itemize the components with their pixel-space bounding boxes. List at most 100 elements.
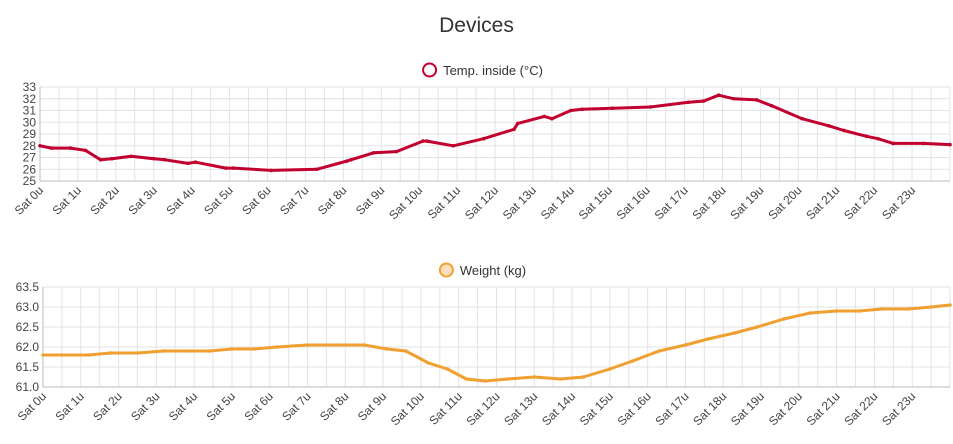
y-tick-label: 27 (23, 151, 37, 165)
data-point[interactable] (314, 167, 319, 172)
data-point[interactable] (481, 136, 486, 141)
x-tick-label: Sat 5u (204, 389, 238, 423)
y-tick-label: 61.5 (16, 360, 40, 374)
data-point[interactable] (755, 325, 760, 329)
data-point[interactable] (345, 159, 349, 163)
data-point[interactable] (716, 93, 721, 98)
data-point[interactable] (842, 128, 846, 133)
data-point[interactable] (445, 367, 450, 371)
data-point[interactable] (207, 349, 212, 353)
data-point[interactable] (305, 343, 310, 347)
data-point[interactable] (49, 146, 54, 150)
data-point[interactable] (515, 121, 520, 126)
data-point[interactable] (424, 139, 429, 143)
data-point[interactable] (193, 160, 198, 164)
data-point[interactable] (60, 353, 64, 357)
data-point[interactable] (808, 311, 812, 315)
data-point[interactable] (948, 303, 952, 307)
data-point[interactable] (223, 166, 228, 170)
data-point[interactable] (781, 317, 786, 321)
data-point[interactable] (610, 106, 615, 110)
data-point[interactable] (464, 377, 469, 381)
data-point[interactable] (335, 343, 340, 347)
data-point[interactable] (686, 100, 691, 105)
data-point[interactable] (110, 156, 114, 161)
data-point[interactable] (151, 156, 156, 161)
data-point[interactable] (275, 345, 280, 349)
y-tick-label: 30 (23, 115, 37, 129)
data-point[interactable] (426, 361, 431, 365)
data-point[interactable] (906, 307, 911, 311)
data-point[interactable] (754, 98, 759, 102)
data-point[interactable] (891, 141, 895, 146)
data-point[interactable] (371, 151, 376, 155)
data-point[interactable] (550, 116, 554, 121)
data-point[interactable] (385, 347, 389, 351)
data-point[interactable] (483, 379, 487, 383)
data-point[interactable] (269, 168, 274, 173)
data-point[interactable] (706, 337, 710, 341)
data-point[interactable] (86, 353, 91, 357)
data-point[interactable] (929, 305, 933, 309)
data-point[interactable] (630, 359, 635, 363)
data-point[interactable] (800, 116, 804, 121)
data-point[interactable] (683, 343, 688, 347)
x-tick-label: Sat 5u (201, 183, 235, 217)
data-point[interactable] (581, 375, 586, 379)
data-point[interactable] (834, 309, 839, 313)
data-point[interactable] (608, 367, 612, 371)
data-point[interactable] (362, 343, 367, 347)
data-point[interactable] (512, 127, 516, 132)
data-point[interactable] (83, 148, 88, 153)
legend[interactable]: Weight (kg) (438, 262, 526, 278)
data-point[interactable] (826, 123, 831, 128)
data-point[interactable] (129, 154, 133, 159)
data-point[interactable] (657, 349, 661, 353)
data-point[interactable] (880, 307, 884, 311)
data-point[interactable] (186, 161, 190, 166)
data-point[interactable] (857, 309, 862, 313)
data-point[interactable] (876, 136, 880, 141)
data-point[interactable] (231, 166, 236, 170)
data-point[interactable] (41, 353, 45, 357)
legend[interactable]: Temp. inside (°C) (422, 62, 543, 78)
data-point[interactable] (558, 377, 563, 381)
data-point[interactable] (252, 347, 257, 351)
data-point[interactable] (732, 96, 736, 101)
data-point[interactable] (569, 108, 573, 113)
data-point[interactable] (404, 349, 408, 353)
data-point[interactable] (732, 331, 737, 335)
x-tick-label: Sat 21u (803, 183, 842, 222)
data-point[interactable] (421, 139, 425, 143)
x-tick-label: Sat 1u (52, 389, 86, 423)
data-point[interactable] (162, 349, 166, 353)
data-point[interactable] (648, 105, 653, 109)
y-tick-label: 32 (23, 92, 37, 106)
data-point[interactable] (769, 104, 774, 108)
data-point[interactable] (38, 143, 42, 148)
x-tick-label: Sat 15u (576, 183, 615, 222)
data-point[interactable] (506, 377, 510, 381)
data-point[interactable] (921, 141, 926, 146)
y-tick-label: 33 (23, 80, 37, 94)
data-point[interactable] (109, 351, 113, 355)
data-point[interactable] (135, 351, 140, 355)
x-tick-label: Sat 15u (577, 389, 616, 428)
data-point[interactable] (948, 142, 952, 147)
data-point[interactable] (864, 134, 869, 139)
data-point[interactable] (394, 149, 399, 154)
data-point[interactable] (98, 158, 103, 162)
data-point[interactable] (451, 143, 456, 148)
data-point[interactable] (349, 158, 353, 162)
x-tick-label: Sat 20u (765, 183, 804, 222)
data-point[interactable] (184, 349, 189, 353)
data-point[interactable] (68, 146, 73, 150)
data-point[interactable] (542, 114, 547, 119)
data-point[interactable] (532, 375, 537, 379)
data-point[interactable] (701, 99, 706, 103)
data-point[interactable] (230, 347, 234, 351)
data-point[interactable] (163, 158, 167, 162)
data-point[interactable] (580, 107, 585, 112)
